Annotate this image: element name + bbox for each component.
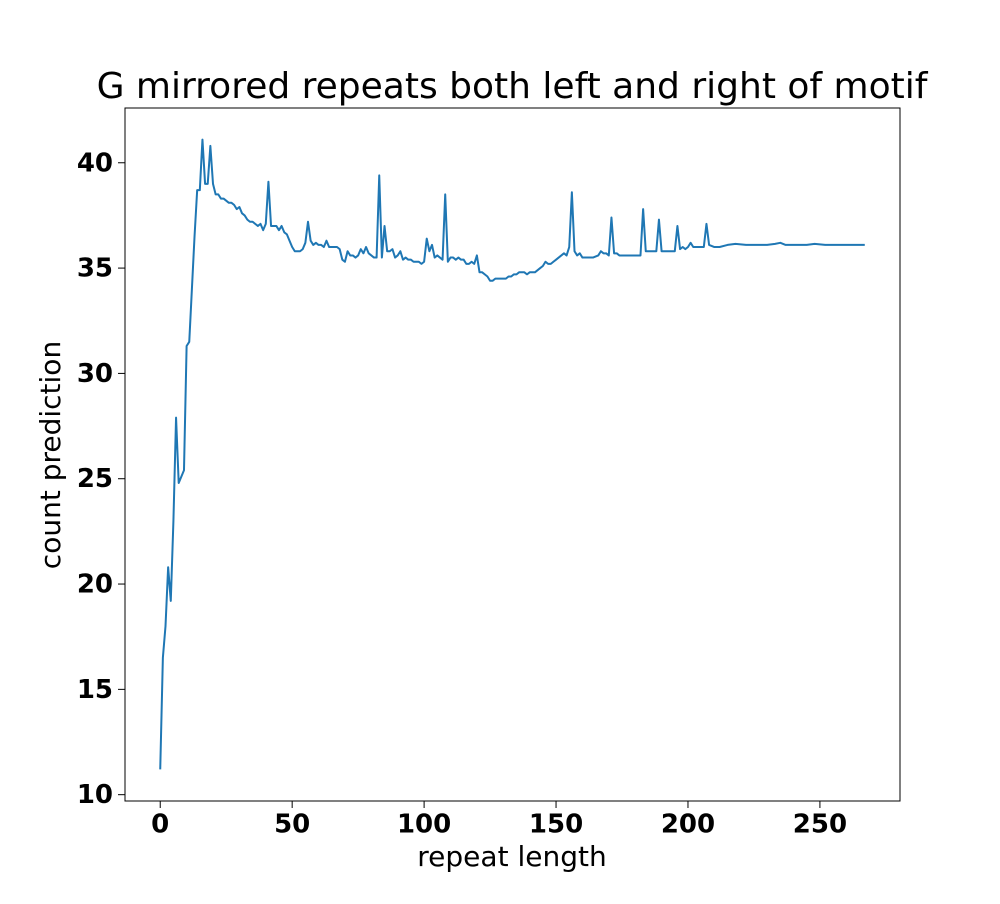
y-tick-label: 15: [77, 675, 113, 705]
x-tick-label: 0: [151, 810, 169, 840]
y-tick-label: 10: [77, 780, 113, 810]
y-tick-label: 25: [77, 464, 113, 494]
y-axis-label: count prediction: [34, 341, 67, 569]
x-tick-label: 200: [661, 810, 715, 840]
plot-frame: [124, 107, 901, 802]
data-line: [159, 138, 865, 770]
y-tick-label: 35: [77, 254, 113, 284]
x-tick-label: 250: [793, 810, 847, 840]
x-axis-label: repeat length: [417, 840, 606, 873]
y-tick-label: 30: [77, 359, 113, 389]
y-tick-label: 20: [77, 570, 113, 600]
chart-title: G mirrored repeats both left and right o…: [97, 66, 929, 107]
x-tick-label: 150: [529, 810, 583, 840]
x-tick-label: 50: [274, 810, 310, 840]
x-tick-label: 100: [397, 810, 451, 840]
y-tick-label: 40: [77, 148, 113, 178]
